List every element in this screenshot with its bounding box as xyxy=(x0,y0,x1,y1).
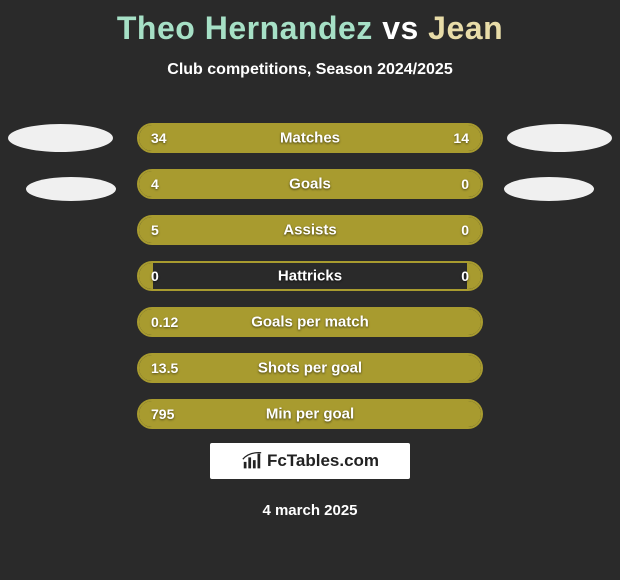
page-title: Theo Hernandez vs Jean xyxy=(0,0,620,47)
stat-label: Hattricks xyxy=(139,268,481,285)
stat-label: Matches xyxy=(139,130,481,147)
date-text: 4 march 2025 xyxy=(0,502,620,519)
stat-value-right: 0 xyxy=(461,176,469,192)
stat-value-left: 0.12 xyxy=(151,314,178,330)
player1-name: Theo Hernandez xyxy=(117,10,373,46)
stat-value-left: 0 xyxy=(151,268,159,284)
stat-row: Goals4 0 xyxy=(137,169,483,199)
stat-value-left: 13.5 xyxy=(151,360,178,376)
stat-value-right: 14 xyxy=(453,130,469,146)
subtitle: Club competitions, Season 2024/2025 xyxy=(0,61,620,79)
stat-label: Assists xyxy=(139,222,481,239)
stat-row: Hattricks0 0 xyxy=(137,261,483,291)
stat-row: Assists5 0 xyxy=(137,215,483,245)
brand-badge: FcTables.com xyxy=(210,443,410,479)
stat-value-left: 5 xyxy=(151,222,159,238)
stat-value-left: 4 xyxy=(151,176,159,192)
stat-row: Goals per match0.12 xyxy=(137,307,483,337)
vs-text: vs xyxy=(382,10,419,46)
stat-label: Goals xyxy=(139,176,481,193)
player2-badge-small xyxy=(504,177,594,201)
player2-badge-large xyxy=(507,124,612,152)
stat-value-right: 0 xyxy=(461,222,469,238)
stat-row: Shots per goal13.5 xyxy=(137,353,483,383)
chart-icon xyxy=(241,450,263,472)
stat-label: Goals per match xyxy=(139,314,481,331)
player1-badge-small xyxy=(26,177,116,201)
stat-row: Min per goal795 xyxy=(137,399,483,429)
player2-name: Jean xyxy=(428,10,503,46)
stat-value-right: 0 xyxy=(461,268,469,284)
stat-value-left: 795 xyxy=(151,406,174,422)
stat-value-left: 34 xyxy=(151,130,167,146)
brand-text: FcTables.com xyxy=(267,451,379,471)
stat-label: Shots per goal xyxy=(139,360,481,377)
comparison-chart: Matches3414Goals40Assists50Hattricks00Go… xyxy=(137,123,483,445)
stat-row: Matches34 14 xyxy=(137,123,483,153)
stat-label: Min per goal xyxy=(139,406,481,423)
player1-badge-large xyxy=(8,124,113,152)
